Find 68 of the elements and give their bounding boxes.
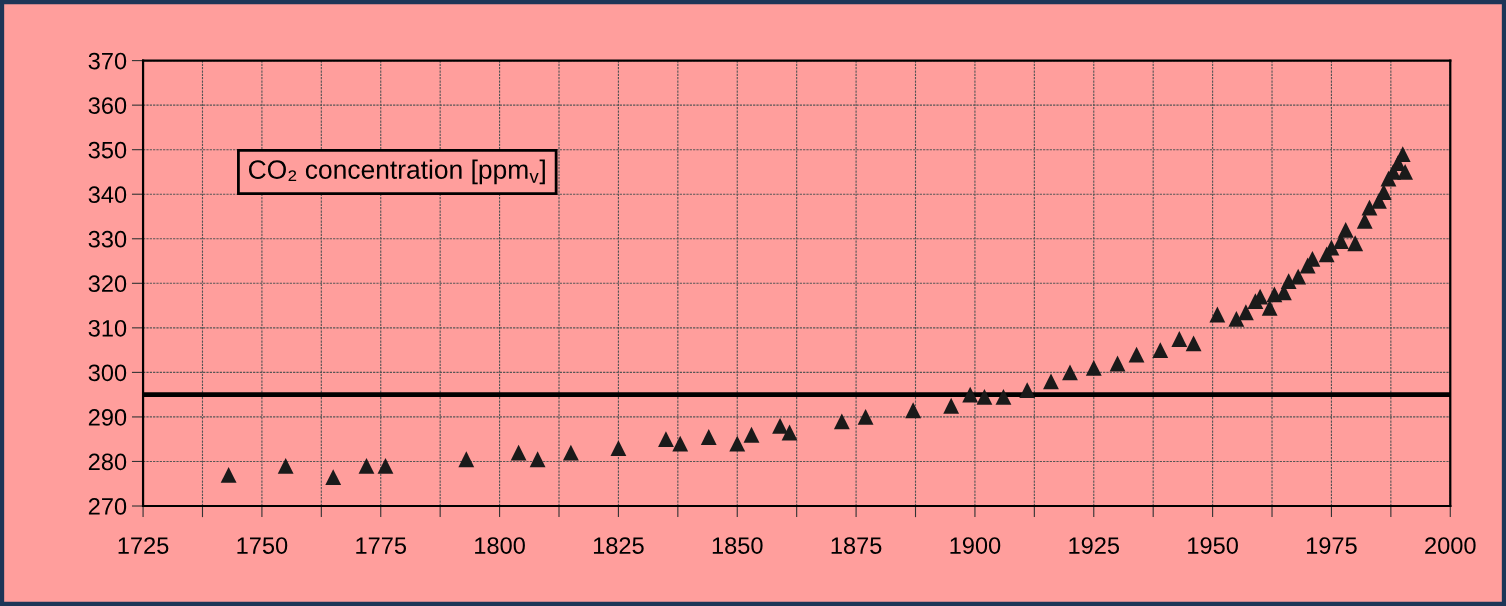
x-tick-label: 2000 xyxy=(1425,537,1476,554)
point xyxy=(1228,311,1245,327)
point xyxy=(1356,213,1373,229)
point xyxy=(729,435,746,452)
point xyxy=(857,409,874,425)
point xyxy=(358,458,375,474)
point xyxy=(962,386,979,403)
point xyxy=(1361,199,1378,216)
point xyxy=(743,426,760,443)
point xyxy=(1347,235,1364,252)
point xyxy=(1337,221,1354,238)
x-tick-label: 1775 xyxy=(356,537,407,554)
y-tick-label: 330 xyxy=(88,230,127,248)
x-tick-label: 1825 xyxy=(593,537,644,554)
y-tick-label: 270 xyxy=(88,498,127,515)
point xyxy=(1109,355,1126,372)
x-tick-label: 1850 xyxy=(712,537,763,554)
y-tick-label: 280 xyxy=(88,453,127,471)
y-tick-label: 290 xyxy=(88,409,127,426)
x-tick-label: 1900 xyxy=(950,537,1001,554)
annotation: CO₂ concentration [ppm$_{v}$] xyxy=(248,159,545,185)
point xyxy=(1375,184,1392,200)
point xyxy=(325,469,342,485)
point xyxy=(905,402,922,419)
point xyxy=(510,444,527,461)
point xyxy=(1019,382,1036,399)
point xyxy=(458,451,475,468)
point xyxy=(1397,164,1414,180)
point xyxy=(1152,342,1169,359)
point xyxy=(1237,304,1254,321)
point xyxy=(1394,146,1411,163)
point xyxy=(1128,346,1145,363)
y-tick-label: 310 xyxy=(88,319,127,337)
x-tick-label: 1750 xyxy=(237,537,288,554)
y-tick-label: 320 xyxy=(88,275,127,293)
point xyxy=(943,397,960,414)
point xyxy=(277,458,294,474)
point xyxy=(658,431,674,448)
point xyxy=(562,444,579,461)
point xyxy=(610,440,627,457)
y-tick-label: 340 xyxy=(88,186,127,204)
point xyxy=(781,424,798,441)
point xyxy=(529,451,546,468)
point xyxy=(1043,373,1059,390)
point xyxy=(1290,268,1307,285)
x-tick-label: 1725 xyxy=(118,537,169,554)
point xyxy=(1062,364,1078,381)
point xyxy=(772,417,788,434)
point xyxy=(995,388,1012,405)
point xyxy=(1185,335,1202,352)
x-tick-label: 1875 xyxy=(831,537,882,554)
point xyxy=(220,466,237,483)
x-tick-label: 1975 xyxy=(1306,537,1357,554)
point xyxy=(976,388,993,405)
y-tick-label: 360 xyxy=(88,97,127,114)
x-tick-label: 1950 xyxy=(1188,537,1238,554)
x-tick-label: 1800 xyxy=(475,537,525,554)
point xyxy=(1085,360,1102,376)
point xyxy=(672,435,689,452)
point xyxy=(377,458,394,474)
y-tick-label: 350 xyxy=(88,141,127,159)
x-tick-label: 1925 xyxy=(1069,537,1120,554)
y-tick-label: 300 xyxy=(88,364,127,382)
point xyxy=(1171,331,1188,347)
point xyxy=(833,413,850,430)
point xyxy=(700,429,717,445)
y-tick-label: 370 xyxy=(88,52,127,70)
point xyxy=(1209,306,1226,323)
